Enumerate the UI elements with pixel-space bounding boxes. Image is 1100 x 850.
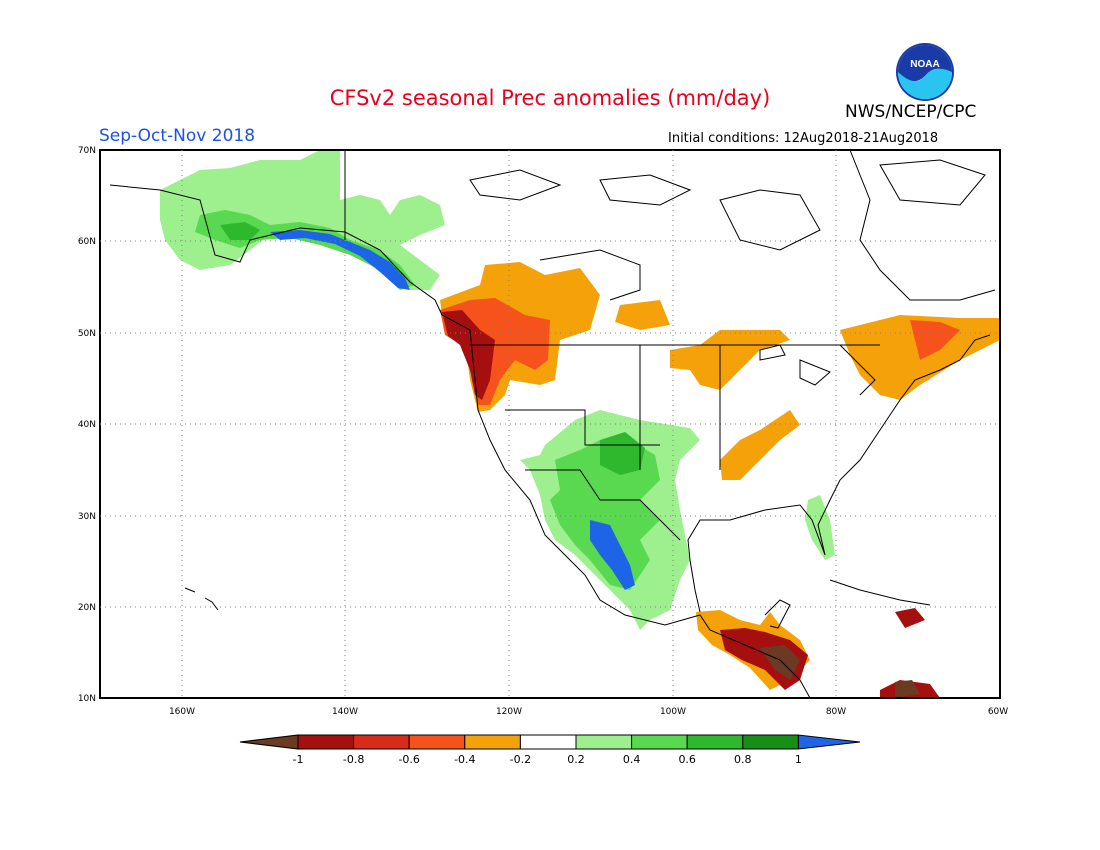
lon-label-60: 60W xyxy=(988,707,1008,717)
colorbar-tick-label: 0.4 xyxy=(623,753,641,766)
initial-conditions: Initial conditions: 12Aug2018-21Aug2018 xyxy=(668,131,939,146)
lon-label-100: 100W xyxy=(660,707,686,717)
colorbar: -1 -0.8 -0.6 -0.4 -0.2 0.2 0.4 0.6 0.8 1 xyxy=(239,734,861,766)
colorbar-segment xyxy=(297,734,355,750)
lat-label-50: 50N xyxy=(78,329,96,339)
page-title: CFSv2 seasonal Prec anomalies (mm/day) xyxy=(329,86,771,110)
lon-label-80: 80W xyxy=(826,707,846,717)
anomaly-shading xyxy=(160,150,1000,698)
colorbar-segment xyxy=(519,734,577,750)
colorbar-segment xyxy=(353,734,410,750)
colorbar-segment xyxy=(575,734,633,750)
colorbar-segment xyxy=(408,734,466,750)
season-label: Sep-Oct-Nov 2018 xyxy=(99,126,256,146)
colorbar-segment xyxy=(631,734,688,750)
lat-label-40: 40N xyxy=(78,420,96,430)
noaa-logo: NOAA xyxy=(896,43,954,101)
colorbar-tick-label: -1 xyxy=(293,753,304,766)
lat-label-60: 60N xyxy=(78,237,96,247)
colorbar-tick-label: -0.4 xyxy=(454,753,475,766)
colorbar-tick-label: -0.8 xyxy=(343,753,364,766)
lat-label-10: 10N xyxy=(78,694,96,704)
lat-label-20: 20N xyxy=(78,603,96,613)
lon-label-160: 160W xyxy=(169,707,195,717)
lon-label-120: 120W xyxy=(496,707,522,717)
lat-label-30: 30N xyxy=(78,512,96,522)
logo-text: NOAA xyxy=(910,59,939,70)
colorbar-right-arrow xyxy=(797,734,861,750)
latitude-labels: 70N 60N 50N 40N 30N 20N 10N xyxy=(78,146,96,704)
organization-label: NWS/NCEP/CPC xyxy=(845,102,977,122)
colorbar-left-arrow xyxy=(239,734,299,750)
colorbar-tick-label: 0.6 xyxy=(678,753,696,766)
coastlines xyxy=(109,149,996,699)
longitude-labels: 160W 140W 120W 100W 80W 60W xyxy=(169,707,1008,717)
colorbar-tick-label: 0.8 xyxy=(734,753,752,766)
colorbar-tick-label: -0.2 xyxy=(510,753,531,766)
colorbar-segment xyxy=(742,734,799,750)
colorbar-segment xyxy=(464,734,521,750)
colorbar-tick-label: 0.2 xyxy=(567,753,585,766)
colorbar-tick-label: -0.6 xyxy=(398,753,419,766)
lat-label-70: 70N xyxy=(78,146,96,156)
colorbar-segment xyxy=(686,734,744,750)
colorbar-tick-label: 1 xyxy=(795,753,802,766)
lon-label-140: 140W xyxy=(332,707,358,717)
graticule xyxy=(100,150,1000,698)
